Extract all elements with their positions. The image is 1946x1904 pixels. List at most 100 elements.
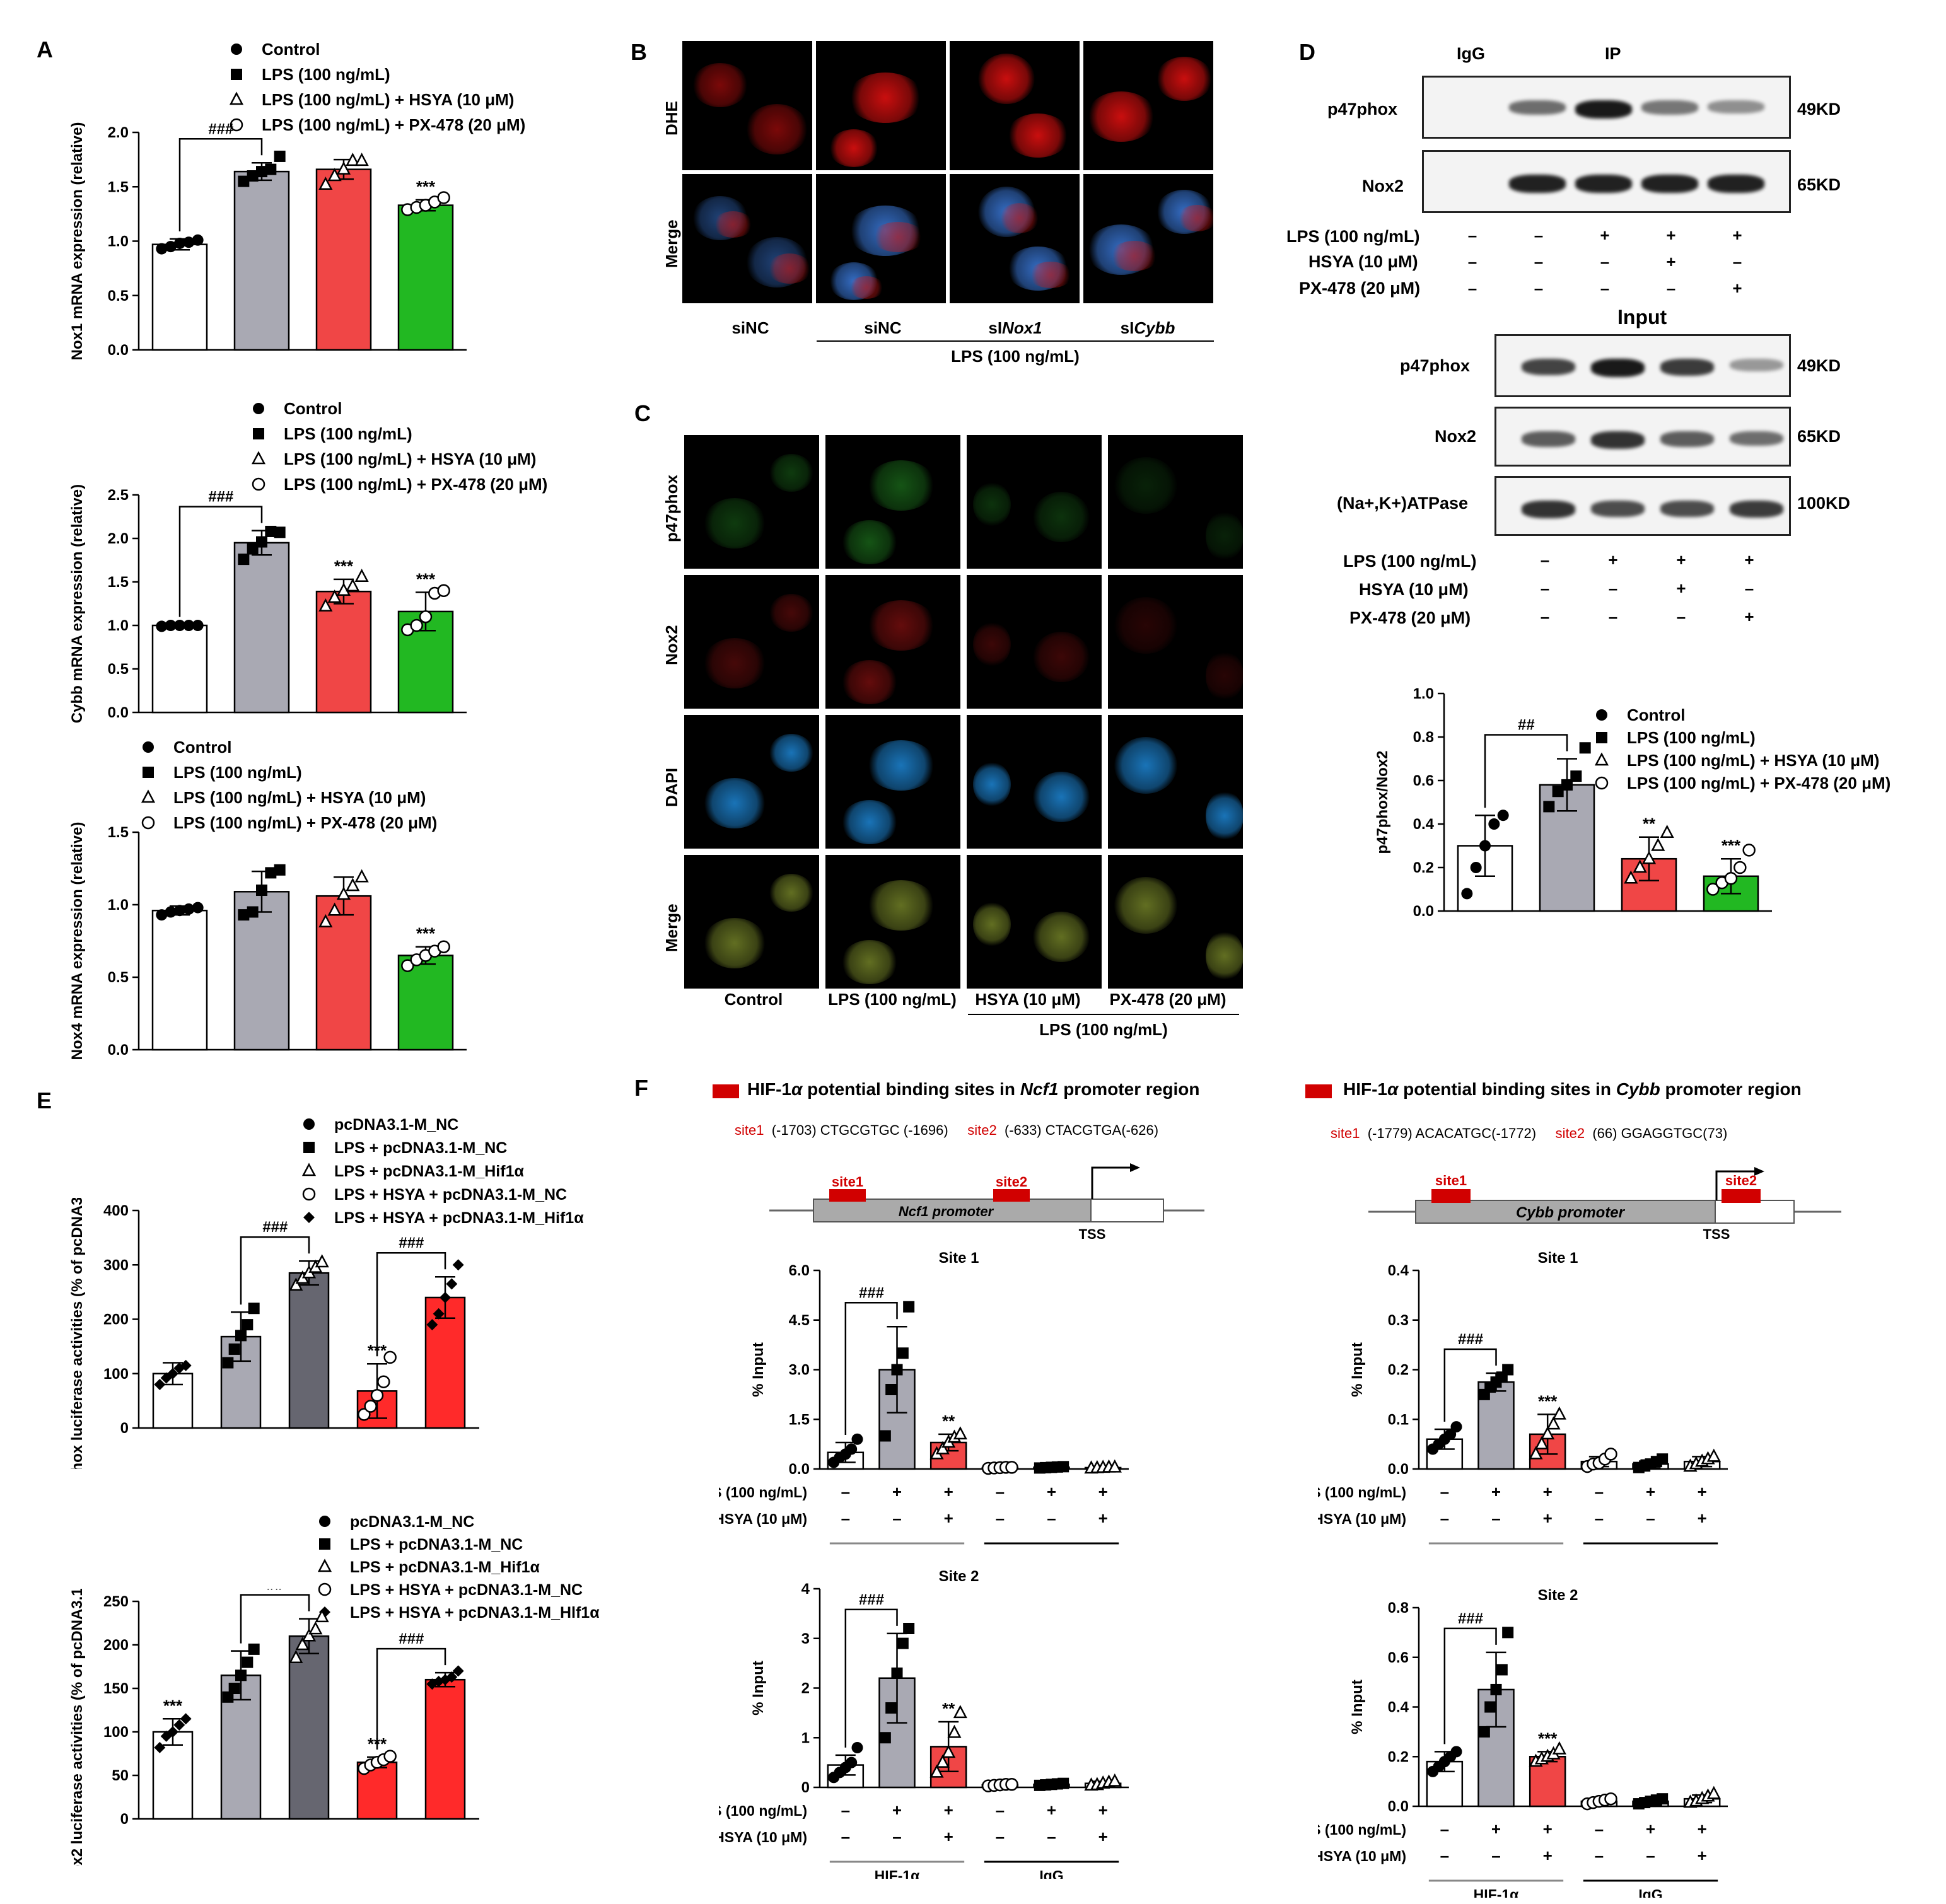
data-point: [235, 1330, 247, 1342]
ncf1-site-seqs: site1 (-1703) CTGCGTGC (-1696) site2 (-6…: [735, 1122, 1159, 1138]
bracket-label: ###: [208, 120, 234, 137]
bracket-label: ###: [262, 1219, 288, 1236]
data-point: [154, 1379, 166, 1390]
bar: [151, 909, 208, 1051]
cell-nucleus: [1109, 241, 1158, 271]
data-point: [1502, 1627, 1514, 1639]
treatment-sign: –: [1666, 279, 1676, 298]
significance-label: **: [942, 1412, 955, 1431]
data-point: [1604, 1448, 1617, 1461]
nox2-image: [825, 575, 960, 709]
chart-ncf1-site2: 0 1 2 3 4 % Input Site 2 ** ### LPS (100 ng/mL) – +…: [719, 1568, 1129, 1879]
blot-band: [1660, 501, 1714, 517]
data-point: [301, 1628, 317, 1642]
cell-nucleus: [973, 482, 1011, 526]
legend-luc-nox2-marker: [319, 1538, 330, 1550]
input-nox2-blot: [1494, 407, 1791, 467]
data-point: [1641, 850, 1657, 864]
data-point: [274, 526, 286, 538]
data-point: [242, 1319, 253, 1331]
data-point: [1633, 859, 1647, 873]
merge-row-label-c: Merge: [662, 903, 681, 952]
data-point: [295, 1637, 310, 1651]
legend-cybb-text: LPS (100 ng/mL) + PX-478 (20 μM): [284, 475, 547, 494]
legend-nox1-text: LPS (100 ng/mL) + PX-478 (20 μM): [262, 115, 525, 134]
cell-nucleus: [1206, 931, 1243, 981]
comparison-bracket: [240, 1594, 310, 1644]
treatment-sign: –: [1608, 579, 1618, 598]
data-point: [248, 1303, 260, 1315]
bar: [397, 204, 454, 351]
y-axis-label: % Input: [1349, 1680, 1366, 1734]
significance-label: **: [1643, 815, 1656, 833]
y-tick-label: 2.5: [108, 487, 129, 504]
treatment-sign: +: [1676, 550, 1686, 569]
p47phox-image: [684, 435, 819, 569]
chip-sign: +: [1098, 1827, 1108, 1846]
blot-band: [1730, 501, 1783, 518]
data-point: [256, 885, 267, 896]
cell-nucleus: [1114, 457, 1177, 514]
p47phox-image: [967, 435, 1102, 569]
bar: [288, 1635, 330, 1820]
bracket-label: ###: [399, 1234, 424, 1251]
data-point: [318, 177, 333, 190]
bar: [233, 170, 290, 351]
nox2-image: [1108, 575, 1243, 709]
legend-nox4-text: LPS (100 ng/mL): [173, 763, 302, 782]
blot-band: [1641, 175, 1698, 193]
significance-label: ***: [416, 924, 436, 943]
data-point: [1742, 844, 1756, 857]
chip-sign: +: [1047, 1801, 1056, 1820]
blot-band: [1660, 359, 1714, 376]
y-tick-label: 0.5: [108, 661, 129, 678]
legend-luc-p47-marker: [303, 1142, 315, 1153]
treatment-sign: –: [1467, 226, 1477, 245]
treatment-sign: +: [1676, 579, 1686, 598]
svg-text:TSS: TSS: [1079, 1226, 1106, 1242]
treatment-sign: –: [1540, 550, 1550, 569]
data-point: [242, 1656, 253, 1668]
treatment-sign: +: [1666, 252, 1676, 271]
ncf1-promoter-diagram: site1 site2 Ncf1 promoter TSS: [769, 1163, 1204, 1242]
chip-sign: –: [841, 1509, 850, 1528]
p47phox-row-label: p47phox: [662, 475, 681, 542]
nox2-image: [684, 575, 819, 709]
chip-sign: +: [1698, 1482, 1707, 1501]
blot-band: [1522, 501, 1575, 518]
data-point: [401, 959, 414, 972]
treatment-sign: –: [1744, 579, 1754, 598]
legend-ratio-text: LPS (100 ng/mL) + PX-478 (20 μM): [1627, 774, 1891, 792]
cell-nucleus: [848, 73, 923, 123]
legend-cybb-text: LPS (100 ng/mL): [284, 424, 412, 443]
bar: [424, 1678, 466, 1820]
group-label-b: LPS (100 ng/mL): [951, 347, 1080, 366]
input-atpase-blot: [1494, 476, 1791, 536]
merge-image: [967, 855, 1102, 989]
legend-ratio-text: LPS (100 ng/mL): [1627, 728, 1756, 747]
data-point: [426, 1319, 438, 1331]
cell-nucleus: [849, 276, 884, 299]
treatment-sign: –: [1732, 252, 1742, 271]
y-tick-label: 0.5: [108, 287, 129, 305]
data-point: [897, 1347, 909, 1359]
legend-luc-p47-text: LPS + pcDNA3.1-M_Hif1α: [334, 1163, 524, 1180]
data-point: [383, 1350, 397, 1364]
data-point: [1706, 1785, 1721, 1799]
data-point: [419, 610, 433, 624]
y-tick-label: 0.3: [1388, 1312, 1409, 1329]
chip-sign: –: [1440, 1482, 1449, 1501]
data-point: [1450, 1746, 1462, 1758]
input-kd-100: 100KD: [1797, 494, 1851, 513]
chart-title: Site 2: [1537, 1587, 1578, 1604]
data-point: [935, 1754, 950, 1768]
data-point: [1657, 1453, 1669, 1465]
comparison-bracket: [240, 1236, 310, 1305]
data-point: [851, 1433, 863, 1445]
treatment-sign: –: [1676, 607, 1686, 626]
treatment-sign: –: [1467, 252, 1477, 271]
group-label-c: LPS (100 ng/mL): [1039, 1020, 1168, 1039]
y-tick-label: 300: [103, 1257, 129, 1274]
nox2-image: [967, 575, 1102, 709]
data-point: [437, 191, 450, 204]
